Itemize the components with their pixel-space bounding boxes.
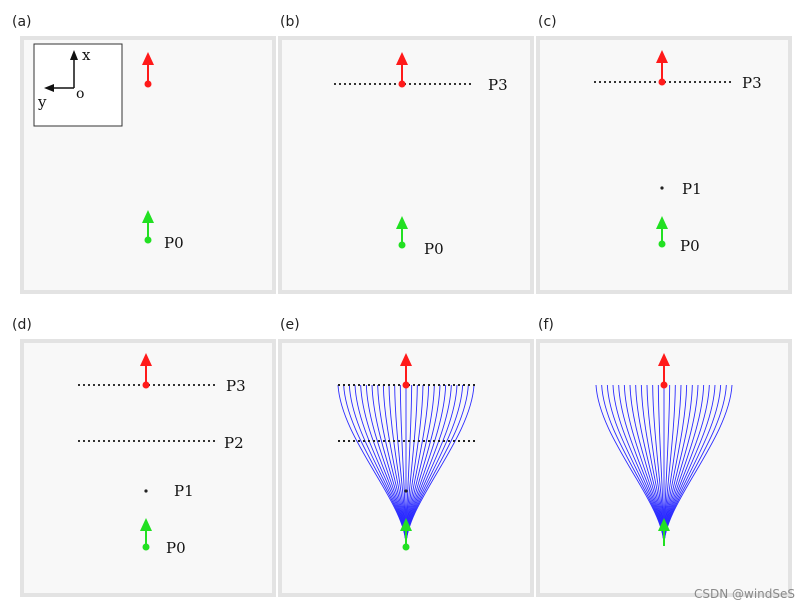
end-arrow-head: [142, 52, 154, 65]
axes-inset: x y o: [33, 43, 123, 127]
panel-a-label: (a): [12, 14, 32, 30]
p0-label: P0: [424, 240, 444, 258]
panel-d-label: (d): [12, 317, 32, 333]
p1-point: [660, 186, 664, 190]
axis-y-label: y: [37, 93, 47, 111]
panel-a-content: P0: [142, 52, 184, 252]
p1-point: [144, 489, 148, 493]
panel-e-content: [337, 353, 476, 551]
panel-b-content: P3 P0: [334, 52, 508, 258]
p1-label: P1: [682, 180, 702, 198]
panel-b: [278, 36, 534, 294]
p3-label: P3: [488, 76, 508, 94]
p2-label: P2: [224, 434, 244, 452]
p1-label: P1: [174, 482, 194, 500]
start-point: [144, 236, 152, 244]
p3-label: P3: [226, 377, 246, 395]
panel-c-label: (c): [538, 14, 557, 30]
axis-origin-label: o: [76, 86, 84, 102]
start-arrow-head: [142, 210, 154, 223]
p0-label: P0: [680, 237, 700, 255]
panel-d-content: P3 P2 P1 P0: [78, 353, 246, 557]
panel-b-label: (b): [280, 14, 300, 30]
axis-x-label: x: [82, 46, 91, 64]
p0-label: P0: [164, 234, 184, 252]
watermark: CSDN @windSeS: [693, 587, 795, 601]
p3-label: P3: [742, 74, 762, 92]
p0-label: P0: [166, 539, 186, 557]
panel-c-content: P3 P1 P0: [594, 50, 762, 255]
panel-e-label: (e): [280, 317, 300, 333]
panel-f-label: (f): [538, 317, 554, 333]
end-point: [144, 80, 152, 88]
panel-f-content: [595, 353, 733, 547]
